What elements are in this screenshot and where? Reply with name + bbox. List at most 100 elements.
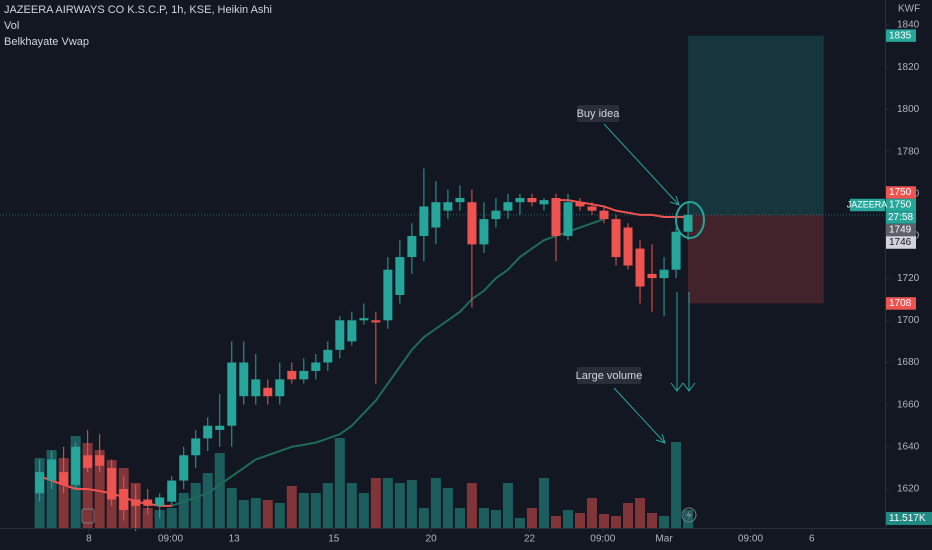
volume-bar — [550, 516, 561, 528]
candle-body — [647, 273, 657, 279]
volume-bar — [46, 450, 57, 528]
volume-bar — [623, 503, 634, 528]
candle-body — [527, 198, 537, 203]
volume-bar — [334, 438, 345, 528]
volume-bar — [226, 488, 237, 528]
y-tick-label: 1700 — [897, 315, 920, 326]
volume-bar — [490, 510, 501, 528]
volume-label: 11.517K — [889, 513, 926, 524]
volume-bar — [370, 478, 381, 528]
candle-body — [659, 269, 669, 279]
price-label-bg — [886, 236, 916, 249]
candle-body — [215, 425, 225, 430]
candle-body — [71, 446, 81, 485]
currency-label: KWF — [898, 4, 920, 15]
dividend-icon[interactable] — [681, 507, 697, 523]
y-tick-label: 1720 — [897, 273, 920, 284]
candle-body — [203, 425, 213, 439]
x-tick-label: 6 — [809, 534, 815, 545]
y-tick-label: 1780 — [897, 146, 920, 157]
candle-body — [191, 438, 201, 456]
volume-bar — [526, 508, 537, 528]
volume-bar — [154, 510, 165, 528]
indicator-label: Belkhayate Vwap — [4, 36, 89, 48]
candle-body — [551, 198, 561, 236]
candle-body — [683, 214, 693, 232]
earnings-icon[interactable] — [81, 508, 95, 524]
volume-bar — [562, 510, 573, 528]
x-tick-label: 09:00 — [158, 534, 183, 545]
candle-body — [359, 318, 369, 321]
volume-bar — [274, 503, 285, 528]
arrow-head — [682, 382, 696, 392]
volume-bar — [202, 473, 213, 528]
price-label-bg — [886, 198, 916, 212]
candle-body — [143, 499, 153, 506]
candle-body — [35, 472, 45, 494]
candle-body — [443, 202, 453, 211]
candle-body — [47, 459, 57, 481]
y-tick-label: 1840 — [897, 20, 920, 31]
vwap-line — [171, 218, 605, 507]
symbol-tag-bg — [850, 198, 885, 212]
y-tick-label: 1680 — [897, 357, 920, 368]
annotation-box — [577, 367, 641, 384]
candle-body — [419, 206, 429, 236]
volume-bar — [214, 453, 225, 528]
candle-body — [503, 202, 513, 211]
price-label: 1750 — [889, 200, 912, 211]
volume-bar — [178, 493, 189, 528]
candle-body — [515, 198, 525, 203]
volume-bar — [502, 483, 513, 528]
annotation-arrow — [603, 123, 679, 205]
x-tick-label: 8 — [86, 534, 92, 545]
candle-body — [251, 379, 261, 397]
vwap-line — [555, 199, 689, 218]
arrow-head — [670, 382, 684, 392]
y-tick-label: 1660 — [897, 399, 920, 410]
volume-bar — [538, 478, 549, 528]
volume-bar — [310, 493, 321, 528]
volume-bar — [454, 508, 465, 528]
candle-body — [407, 235, 417, 258]
countdown: 27:58 — [888, 212, 913, 223]
symbol-tag: JAZEERA — [847, 199, 888, 209]
highlight-circle — [675, 201, 705, 239]
price-label: 1708 — [889, 298, 912, 309]
countdown-bg — [886, 211, 916, 224]
y-tick-label: 1820 — [897, 62, 920, 73]
candle-body — [59, 472, 69, 485]
annotation-box — [577, 105, 619, 122]
y-tick-label: 1620 — [897, 484, 920, 495]
candle-body — [239, 362, 249, 397]
volume-bar — [514, 518, 525, 528]
icon-glyph — [686, 510, 692, 520]
volume-bar — [94, 450, 105, 528]
volume-bar — [478, 508, 489, 528]
volume-bar — [683, 510, 694, 528]
price-label: 1749 — [889, 225, 912, 236]
x-tick-label: 09:00 — [738, 534, 763, 545]
volume-bar — [599, 514, 610, 528]
y-tick-label: 1800 — [897, 104, 920, 115]
volume-bar — [466, 483, 477, 528]
x-tick-label: 20 — [426, 534, 438, 545]
volume-bar — [406, 480, 417, 528]
chart-title: JAZEERA AIRWAYS CO K.S.C.P, 1h, KSE, Hei… — [4, 4, 272, 16]
plot — [0, 35, 885, 532]
volume-bar — [286, 486, 297, 528]
volume-bar — [238, 500, 249, 528]
price-label: 1835 — [889, 30, 912, 41]
x-tick-label: Mar — [655, 534, 673, 545]
y-tick-label: 1640 — [897, 441, 920, 452]
volume-bar — [418, 508, 429, 528]
volume-label-bg — [886, 512, 932, 525]
candle-body — [83, 455, 93, 468]
price-label-bg — [886, 186, 916, 199]
candle-body — [119, 488, 129, 511]
candle-body — [575, 202, 585, 207]
price-label: 1750 — [889, 187, 912, 198]
candle-body — [563, 202, 573, 236]
candle-body — [347, 320, 357, 342]
